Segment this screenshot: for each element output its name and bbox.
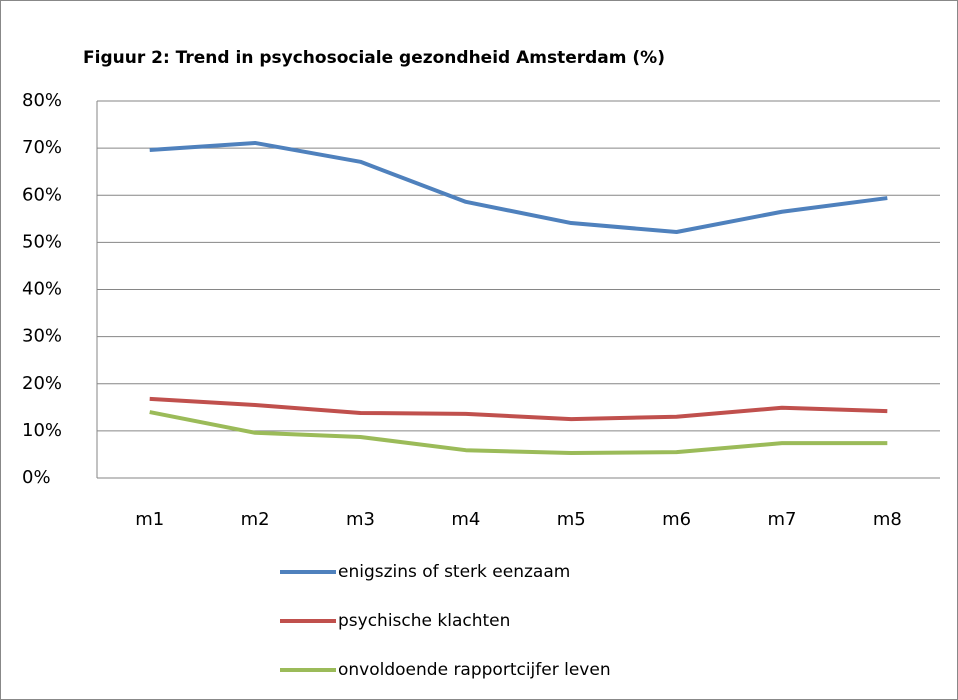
x-tick-label: m4 — [451, 509, 480, 530]
x-tick-label: m2 — [241, 509, 270, 530]
chart-title: Figuur 2: Trend in psychosociale gezondh… — [83, 48, 665, 68]
y-tick-label: 40% — [22, 279, 62, 300]
y-tick-label: 80% — [22, 90, 62, 111]
series-line — [149, 410, 888, 456]
y-tick-label: 20% — [22, 373, 62, 394]
y-tick-label: 70% — [22, 137, 62, 158]
x-tick-label: m5 — [557, 509, 586, 530]
y-tick-label: 60% — [22, 184, 62, 205]
x-tick-label: m3 — [346, 509, 375, 530]
x-tick-label: m1 — [135, 509, 164, 530]
x-tick-label: m7 — [767, 509, 796, 530]
legend-label: psychische klachten — [338, 611, 510, 631]
series-line — [149, 140, 888, 235]
y-tick-label: 50% — [22, 231, 62, 252]
legend-label: enigszins of sterk eenzaam — [338, 562, 570, 582]
y-tick-label: 30% — [22, 326, 62, 347]
y-tick-label: 0% — [22, 467, 51, 488]
x-tick-label: m6 — [662, 509, 691, 530]
y-tick-label: 10% — [22, 420, 62, 441]
legend-label: onvoldoende rapportcijfer leven — [338, 660, 611, 680]
series-line — [149, 396, 888, 422]
x-tick-label: m8 — [873, 509, 902, 530]
